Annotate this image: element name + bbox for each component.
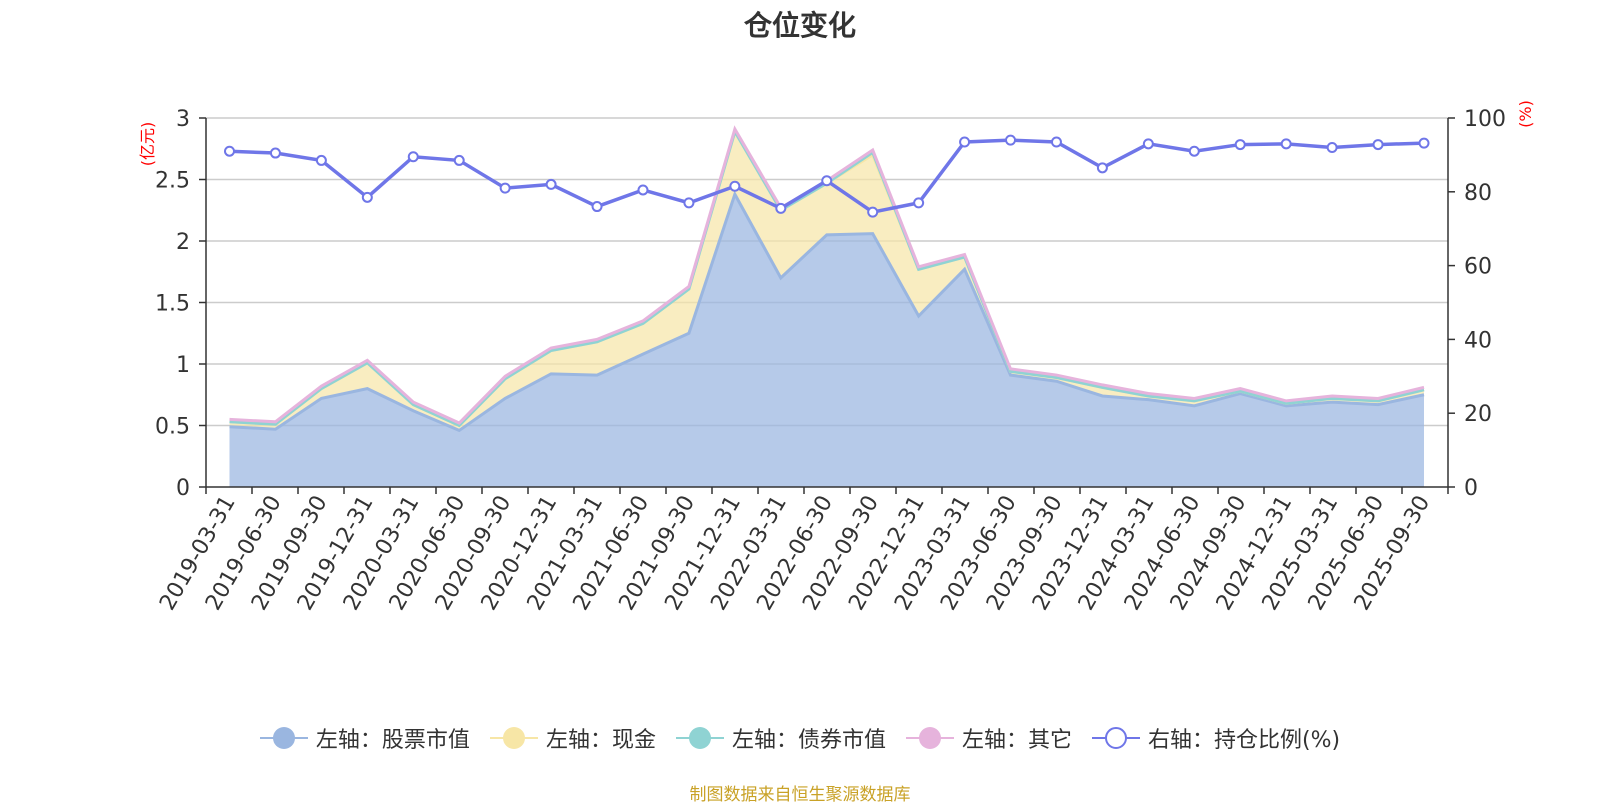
ratio-point bbox=[1418, 137, 1430, 149]
ratio-point bbox=[453, 154, 465, 166]
right-axis-tick-label: 80 bbox=[1464, 181, 1492, 206]
left-axis-tick-label: 1 bbox=[176, 353, 190, 378]
ratio-point bbox=[1005, 134, 1017, 146]
legend-item-ratio[interactable]: 右轴：持仓比例(%) bbox=[1091, 722, 1341, 754]
legend-stock-marker bbox=[259, 727, 308, 749]
right-axis-tick-label: 0 bbox=[1464, 476, 1478, 501]
legend-item-bond[interactable]: 左轴：债券市值 bbox=[675, 722, 886, 754]
legend-item-cash[interactable]: 左轴：现金 bbox=[489, 722, 656, 754]
ratio-point bbox=[1188, 145, 1200, 157]
legend-item-stock[interactable]: 左轴：股票市值 bbox=[259, 722, 470, 754]
ratio-point bbox=[821, 175, 833, 187]
chart-legend: 左轴：股票市值 左轴：现金 左轴：债券市值 左轴：其它 右轴：持仓比例(%) bbox=[0, 722, 1600, 754]
ratio-point bbox=[361, 191, 373, 203]
area-f7e6a6 bbox=[229, 131, 1424, 431]
position-change-chart: 00.511.522.53020406080100(亿元)(%)2019-03-… bbox=[138, 100, 1535, 615]
ratio-point bbox=[224, 145, 235, 157]
right-axis-tick-label: 20 bbox=[1464, 402, 1492, 427]
legend-cash-label: 左轴：现金 bbox=[545, 728, 656, 753]
left-axis-tick-label: 2.5 bbox=[155, 169, 190, 194]
ratio-point bbox=[315, 154, 327, 166]
ratio-point bbox=[1096, 162, 1108, 174]
ratio-point bbox=[959, 136, 971, 148]
ratio-point bbox=[269, 147, 281, 159]
legend-bond-label: 左轴：债券市值 bbox=[731, 728, 886, 753]
right-axis-unit-label: (%) bbox=[1516, 100, 1535, 128]
right-axis-tick-label: 100 bbox=[1464, 107, 1506, 132]
ratio-point bbox=[407, 151, 419, 163]
ratio-point bbox=[1142, 138, 1154, 150]
ratio-point bbox=[591, 201, 603, 213]
ratio-point bbox=[729, 180, 741, 192]
legend-stock-label: 左轴：股票市值 bbox=[315, 728, 470, 753]
ratio-point bbox=[867, 206, 879, 218]
ratio-point bbox=[1372, 139, 1384, 151]
ratio-point bbox=[637, 184, 649, 196]
ratio-point bbox=[1280, 138, 1292, 150]
ratio-point bbox=[1234, 139, 1246, 151]
legend-cash-marker bbox=[489, 727, 538, 749]
left-axis-tick-label: 2 bbox=[176, 230, 190, 255]
legend-other-marker bbox=[905, 727, 954, 749]
chart-title: 仓位变化 bbox=[743, 9, 856, 42]
left-axis-tick-label: 0 bbox=[176, 476, 190, 501]
left-axis-tick-label: 0.5 bbox=[155, 415, 190, 440]
legend-item-other[interactable]: 左轴：其它 bbox=[905, 722, 1072, 754]
ratio-point bbox=[1326, 142, 1338, 154]
ratio-point bbox=[545, 178, 557, 190]
left-axis-tick-label: 1.5 bbox=[155, 292, 190, 317]
ratio-point bbox=[775, 202, 787, 214]
ratio-point bbox=[499, 182, 511, 194]
ratio-point bbox=[913, 197, 925, 209]
legend-ratio-label: 右轴：持仓比例(%) bbox=[1147, 728, 1341, 753]
area-line-9ab6e0 bbox=[229, 190, 1425, 433]
legend-bond-marker bbox=[675, 727, 724, 749]
data-source-note: 制图数据来自恒生聚源数据库 bbox=[689, 785, 911, 805]
ratio-point bbox=[683, 197, 695, 209]
right-axis-tick-label: 60 bbox=[1464, 255, 1492, 280]
area-9ab6e0 bbox=[229, 194, 1424, 487]
right-axis-tick-label: 40 bbox=[1464, 328, 1492, 353]
left-axis-unit-label: (亿元) bbox=[138, 122, 157, 167]
ratio-point bbox=[1050, 136, 1062, 148]
legend-other-label: 左轴：其它 bbox=[961, 728, 1072, 753]
legend-ratio-marker bbox=[1091, 727, 1140, 749]
left-axis-tick-label: 3 bbox=[176, 107, 190, 132]
